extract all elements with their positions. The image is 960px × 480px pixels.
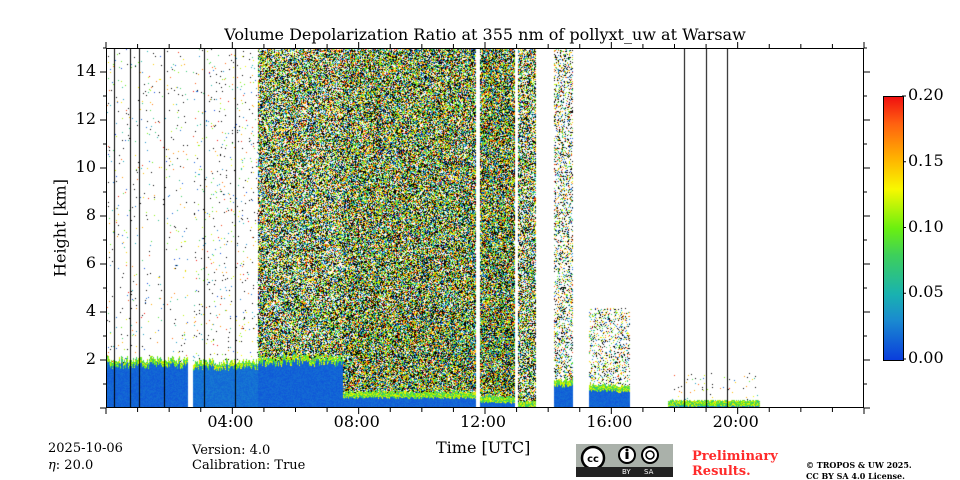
colorbar-tick-label: 0.20: [908, 85, 944, 104]
cc-by-label: BY: [622, 468, 631, 476]
y-tick-label: 12: [75, 109, 96, 128]
y-tick-label: 4: [85, 301, 96, 320]
y-tick-label: 14: [75, 61, 96, 80]
cc-sa-label: SA: [644, 468, 654, 476]
y-axis-label: Height [km]: [50, 179, 70, 277]
x-tick-label: 16:00: [586, 412, 633, 431]
colorbar-tick-label: 0.10: [908, 216, 944, 236]
colorbar-tick-label: 0.15: [908, 150, 944, 170]
date-label: 2025-10-06: [48, 441, 123, 456]
x-tick-label: 20:00: [712, 412, 759, 431]
version-label: Version: 4.0: [192, 443, 271, 458]
y-tick-label: 6: [85, 253, 96, 272]
y-tick-label: 2: [85, 349, 96, 368]
x-tick-label: 08:00: [333, 412, 380, 431]
y-tick-label: 8: [85, 205, 96, 224]
y-tick-label: 10: [75, 157, 96, 176]
x-tick-label: 04:00: [207, 412, 254, 431]
eta-value: : 20.0: [55, 458, 94, 473]
copyright-notice: © TROPOS & UW 2025. CC BY SA 4.0 License.: [806, 460, 912, 480]
x-tick-label: 12:00: [460, 412, 507, 431]
preliminary-notice: Preliminary Results.: [692, 449, 778, 479]
colorbar-tick-label: 0.00: [908, 348, 944, 367]
eta-label: η: 20.0: [48, 458, 94, 473]
colorbar: [883, 96, 904, 361]
results-text: Results.: [692, 464, 751, 479]
svg-text:cc: cc: [587, 454, 599, 465]
chart-title: Volume Depolarization Ratio at 355 nm of…: [224, 25, 746, 44]
x-axis-label: Time [UTC]: [436, 438, 531, 457]
colorbar-tick-label: 0.05: [908, 282, 944, 302]
heatmap-plot-area: [106, 48, 864, 408]
license-text: CC BY SA 4.0 License.: [806, 471, 905, 480]
calibration-label: Calibration: True: [192, 458, 306, 473]
cc-license-logo: cc BY SA: [576, 444, 673, 477]
preliminary-text: Preliminary: [692, 449, 778, 464]
copyright-text: © TROPOS & UW 2025.: [806, 460, 912, 470]
